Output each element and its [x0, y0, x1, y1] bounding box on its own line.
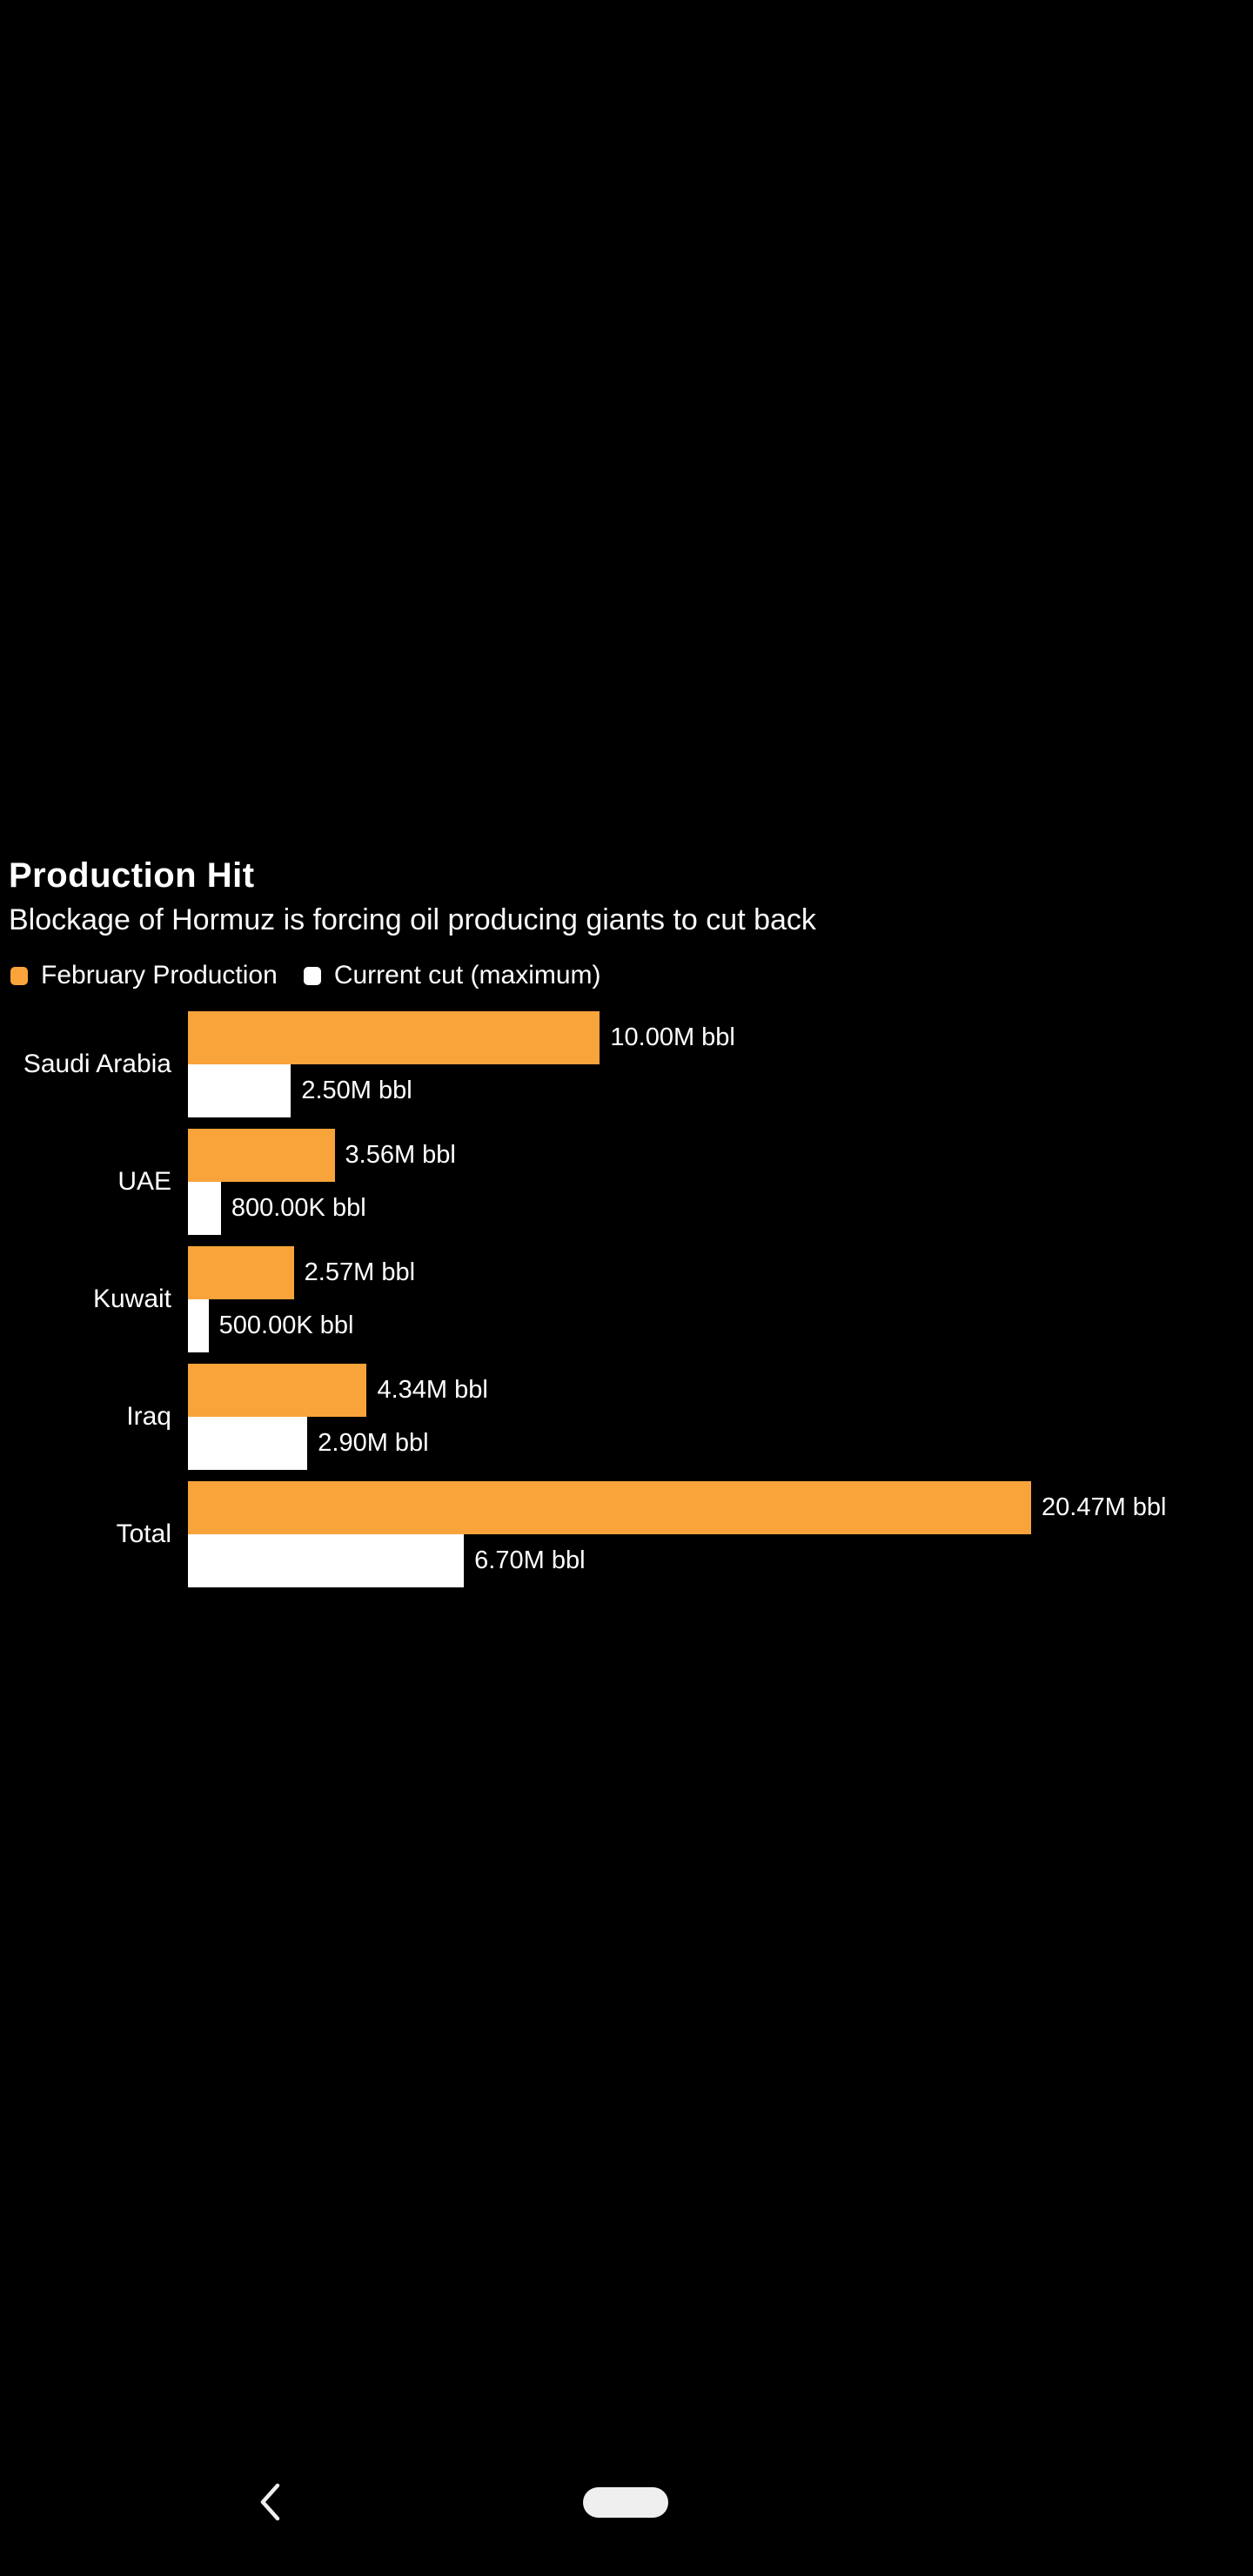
- bar-group: 3.56M bbl 800.00K bbl: [188, 1129, 1031, 1235]
- bar-line: 4.34M bbl: [188, 1364, 1031, 1417]
- home-indicator[interactable]: [583, 2487, 668, 2518]
- chart-title: Production Hit: [9, 856, 255, 895]
- bar-value-label: 2.90M bbl: [318, 1429, 429, 1457]
- chart-legend: February Production Current cut (maximum…: [10, 961, 1253, 990]
- bar-segment: [188, 1129, 335, 1182]
- bar-segment: [188, 1364, 367, 1417]
- bar-segment: [188, 1481, 1031, 1534]
- category-label: Kuwait: [92, 1285, 171, 1313]
- bar-row: Kuwait 2.57M bbl 500.00K bbl: [0, 1246, 1253, 1352]
- category-label: Saudi Arabia: [23, 1050, 171, 1078]
- bar-segment: [188, 1246, 294, 1299]
- bar-segment: [188, 1299, 209, 1352]
- bar-value-label: 20.47M bbl: [1042, 1493, 1167, 1521]
- bar-segment: [188, 1417, 308, 1470]
- bar-line: 2.90M bbl: [188, 1417, 1031, 1470]
- bar-value-label: 10.00M bbl: [610, 1023, 735, 1051]
- bar-line: 800.00K bbl: [188, 1182, 1031, 1235]
- legend-label-current-cut: Current cut (maximum): [333, 961, 601, 989]
- legend-label-february-production: February Production: [41, 961, 278, 989]
- bar-row: UAE 3.56M bbl 800.00K bbl: [0, 1129, 1253, 1235]
- legend-swatch-white-icon: [303, 966, 321, 985]
- bar-row: Saudi Arabia 10.00M bbl 2.50M bbl: [0, 1011, 1253, 1117]
- bar-row: Total 20.47M bbl 6.70M bbl: [0, 1481, 1253, 1587]
- bar-value-label: 2.50M bbl: [301, 1077, 412, 1104]
- category-label: UAE: [117, 1167, 171, 1196]
- legend-swatch-orange-icon: [10, 966, 28, 985]
- bar-line: 10.00M bbl: [188, 1011, 1031, 1064]
- bar-segment: [188, 1182, 221, 1235]
- legend-item-february-production: February Production: [10, 961, 278, 990]
- bar-segment: [188, 1534, 465, 1587]
- bar-line: 20.47M bbl: [188, 1481, 1167, 1534]
- bar-row: Iraq 4.34M bbl 2.90M bbl: [0, 1364, 1253, 1470]
- bar-line: 2.50M bbl: [188, 1064, 1031, 1117]
- chart-subtitle: Blockage of Hormuz is forcing oil produc…: [9, 903, 816, 936]
- back-button[interactable]: [247, 2475, 292, 2529]
- bar-line: 6.70M bbl: [188, 1534, 1031, 1587]
- category-label: Total: [116, 1519, 171, 1548]
- category-label: Iraq: [126, 1402, 171, 1431]
- bar-line: 3.56M bbl: [188, 1129, 1031, 1182]
- production-chart: Production Hit Blockage of Hormuz is for…: [0, 855, 1253, 1599]
- bar-group: 20.47M bbl 6.70M bbl: [188, 1481, 1167, 1587]
- bar-value-label: 3.56M bbl: [345, 1141, 456, 1169]
- bar-group: 2.57M bbl 500.00K bbl: [188, 1246, 1031, 1352]
- bar-group: 4.34M bbl 2.90M bbl: [188, 1364, 1031, 1470]
- bar-value-label: 2.57M bbl: [304, 1258, 416, 1286]
- legend-item-current-cut: Current cut (maximum): [303, 961, 601, 990]
- bar-value-label: 500.00K bbl: [218, 1311, 354, 1339]
- bar-value-label: 4.34M bbl: [377, 1376, 488, 1404]
- bar-segment: [188, 1064, 291, 1117]
- chevron-left-icon: [260, 2483, 280, 2521]
- bar-group: 10.00M bbl 2.50M bbl: [188, 1011, 1031, 1117]
- bar-chart-rows: Saudi Arabia 10.00M bbl 2.50M bbl UAE 3.56M …: [0, 1011, 1253, 1587]
- bar-line: 500.00K bbl: [188, 1299, 1031, 1352]
- bar-value-label: 6.70M bbl: [474, 1546, 586, 1574]
- bar-value-label: 800.00K bbl: [231, 1194, 366, 1222]
- bar-line: 2.57M bbl: [188, 1246, 1031, 1299]
- bar-segment: [188, 1011, 600, 1064]
